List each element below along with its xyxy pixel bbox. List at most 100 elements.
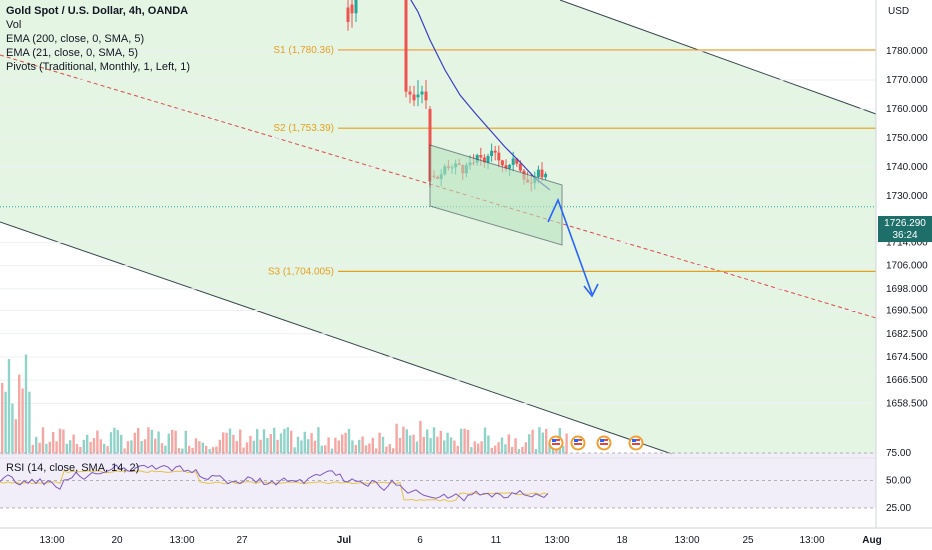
price-tick-label: 1780.000 — [886, 46, 928, 57]
volume-bar — [133, 432, 136, 455]
pivot-lines: S1 (1,780.36) S2 (1,753.39) S3 (1,704.005) — [268, 45, 876, 277]
volume-bar — [449, 437, 453, 455]
volume-bar — [62, 429, 65, 455]
volume-bar — [228, 428, 232, 455]
volume-bar — [194, 438, 198, 455]
legend-ema-200[interactable]: EMA (200, close, 0, SMA, 5) — [6, 33, 145, 45]
us-flag-icon[interactable] — [628, 435, 644, 451]
time-tick-label: 13:00 — [169, 535, 194, 546]
volume-bar — [412, 434, 415, 455]
volume-bar — [45, 443, 48, 455]
price-tick-label: 1750.000 — [886, 133, 928, 144]
volume-bar — [378, 432, 381, 455]
volume-bar — [290, 430, 293, 455]
time-tick-label: 13:00 — [39, 535, 64, 546]
volume-bar — [293, 447, 296, 455]
arrow-head — [583, 283, 599, 298]
candle-body — [493, 150, 497, 153]
flag-canton — [574, 439, 578, 442]
volume-bar — [279, 433, 283, 455]
volume-bar — [218, 439, 221, 455]
price-tick-label: 1730.000 — [886, 191, 928, 202]
candle-body — [544, 173, 548, 178]
volume-bar — [303, 431, 306, 455]
volume-bar — [252, 440, 255, 455]
volume-bar — [211, 447, 215, 455]
symbol-title[interactable]: Gold Spot / U.S. Dollar, 4h, OANDA — [6, 5, 189, 17]
volume-bar — [361, 436, 364, 455]
us-flag-icon[interactable] — [596, 435, 612, 451]
volume-bar — [341, 434, 344, 455]
volume-bar — [422, 436, 425, 455]
volume-bar — [364, 445, 368, 455]
time-axis[interactable]: 13:00 20 13:00 27 Jul 6 11 13:00 18 13:00 25 13:00 A… — [0, 527, 932, 546]
volume-bar — [262, 429, 266, 455]
volume-bar — [269, 434, 272, 455]
volume-bar — [415, 441, 419, 455]
rsi-legend[interactable]: RSI (14, close, SMA, 14, 2) — [6, 462, 140, 474]
volume-bar — [562, 445, 565, 455]
price-tick-label: 1666.500 — [886, 375, 928, 386]
volume-bar — [41, 427, 45, 455]
candle-body — [500, 160, 504, 166]
volume-bar — [171, 429, 174, 455]
legend-pivots[interactable]: Pivots (Traditional, Monthly, 1, Left, 1… — [6, 61, 191, 73]
volume-bar — [52, 431, 55, 455]
volume-bar — [113, 427, 116, 455]
volume-bar — [402, 426, 405, 455]
volume-bar — [28, 391, 31, 455]
time-tick-label: 25 — [742, 535, 754, 546]
time-tick-label: 27 — [236, 535, 248, 546]
volume-bar — [256, 429, 259, 455]
volume-bar — [347, 429, 351, 455]
volume-bar — [334, 437, 337, 455]
volume-bar — [320, 445, 323, 455]
volume-bar — [208, 448, 211, 455]
candle-body — [490, 150, 494, 156]
candle-body — [420, 91, 424, 95]
volume-bar — [140, 441, 143, 455]
arrow-path — [547, 197, 593, 295]
volume-bar — [517, 448, 521, 455]
candle-body — [479, 155, 483, 158]
volume-bar — [545, 428, 548, 455]
channel-upper-line — [559, 0, 877, 115]
us-flag-icon[interactable] — [548, 435, 564, 451]
candle-body — [540, 169, 544, 178]
flag-pattern — [429, 144, 563, 246]
last-price-badge: 1726.290 36:24 — [878, 216, 932, 242]
rsi-line — [0, 464, 549, 502]
time-tick-label: Aug — [862, 535, 881, 546]
ema-curve — [410, 0, 551, 191]
time-tick-label: Jul — [337, 535, 352, 546]
volume-bar — [565, 433, 568, 455]
bar-countdown: 36:24 — [892, 230, 918, 241]
channel-lower-line — [0, 221, 673, 455]
flag-stripe — [574, 443, 582, 445]
time-tick-label: 20 — [111, 535, 123, 546]
us-flag-icon[interactable] — [570, 435, 586, 451]
volume-bar — [106, 446, 109, 455]
flag-canton — [552, 439, 556, 442]
legend-ema-21[interactable]: EMA (21, close, 0, SMA, 5) — [6, 47, 139, 59]
volume-bar — [24, 354, 28, 455]
volume-bar — [446, 432, 449, 455]
price-tick-label: 1690.500 — [886, 306, 928, 317]
volume-bar — [184, 430, 187, 455]
volume-bar — [296, 436, 300, 455]
volume-bar — [259, 439, 262, 455]
volume-bar — [205, 445, 208, 455]
legend-volume[interactable]: Vol — [6, 19, 22, 31]
volume-bar — [75, 444, 79, 455]
flag-stripe — [552, 443, 560, 445]
volume-bar — [147, 427, 150, 455]
volume-bar — [405, 429, 408, 455]
economic-event-icons[interactable] — [548, 435, 644, 451]
price-axis[interactable]: 1780.000 1770.000 1760.000 1750.000 1740.000… — [875, 0, 928, 528]
volume-bar — [538, 427, 541, 455]
candle-body — [346, 7, 350, 22]
volume-bar — [300, 440, 303, 455]
volume-bar — [548, 442, 551, 455]
volume-bar — [524, 442, 527, 455]
